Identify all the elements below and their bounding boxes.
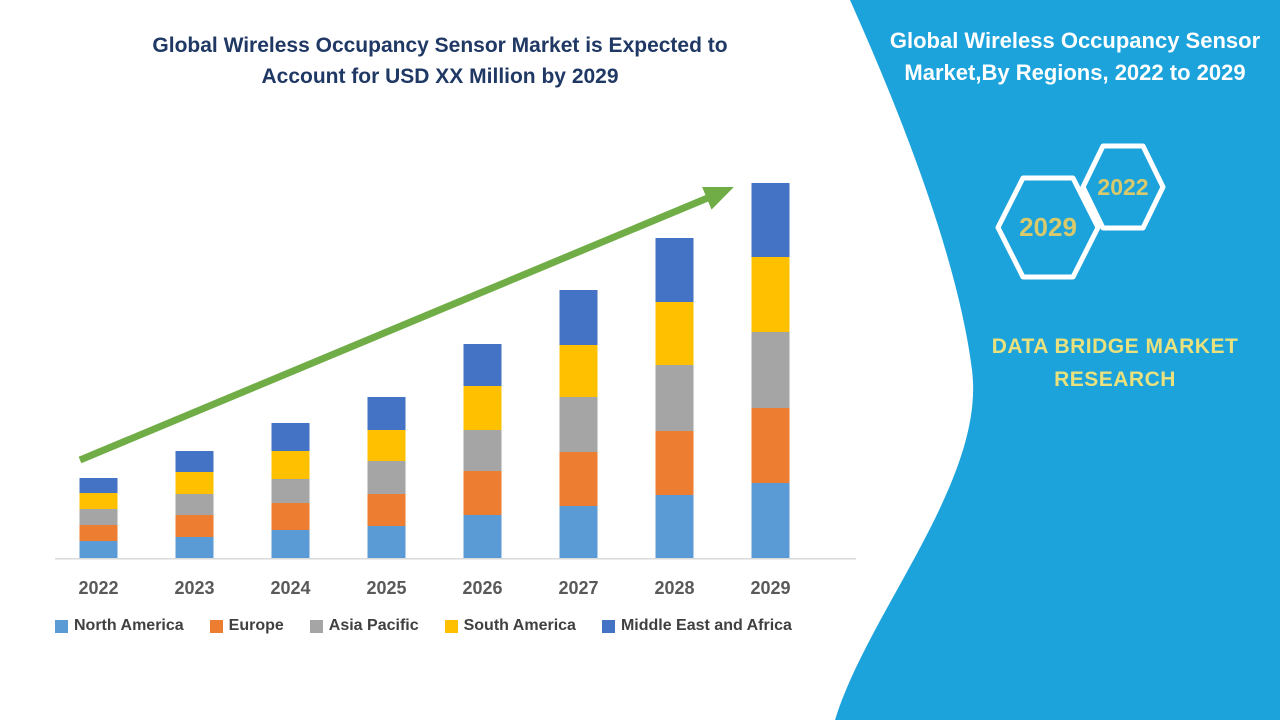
bar-segment-2027-europe — [559, 452, 598, 506]
bar-segment-2024-south-america — [271, 451, 310, 479]
bar-segment-2025-europe — [367, 494, 406, 526]
bar-segment-2027-north-america — [559, 506, 598, 558]
bar-segment-2023-south-america — [175, 472, 214, 494]
stacked-bar-chart: 2022 2023 2024 2025 2026 2027 2028 2029 — [55, 183, 856, 598]
bar-segment-2023-europe — [175, 515, 214, 537]
bar-segment-2028-north-america — [655, 495, 694, 558]
bar-segment-2022-north-america — [79, 541, 118, 558]
bar-segment-2028-europe — [655, 431, 694, 495]
hexagon-2029-outline — [995, 175, 1101, 280]
bar-segment-2026-middle-east-and-africa — [463, 344, 502, 386]
legend-item-middle-east-and-africa: Middle East and Africa — [601, 617, 792, 635]
legend-item-south-america: South America — [444, 617, 576, 635]
brand-text: DATA BRIDGE MARKET RESEARCH — [960, 330, 1270, 396]
x-axis-label-2029: 2029 — [750, 578, 790, 598]
bar-segment-2028-middle-east-and-africa — [655, 238, 694, 302]
bar-segment-2028-south-america — [655, 302, 694, 365]
bar-segment-2029-north-america — [751, 483, 790, 558]
hexagon-badge-2029: 2029 — [995, 175, 1101, 280]
hexagon-2022-outline — [1080, 143, 1166, 231]
brand-text-line2: RESEARCH — [1054, 368, 1176, 391]
bar-segment-2025-north-america — [367, 526, 406, 558]
legend-label: Middle East and Africa — [620, 617, 792, 634]
bar-segment-2027-south-america — [559, 345, 598, 397]
x-axis-label-2026: 2026 — [462, 578, 502, 598]
bar-segment-2022-south-america — [79, 493, 118, 509]
hexagon-badge-2022: 2022 — [1080, 143, 1166, 231]
bar-segment-2027-asia-pacific — [559, 397, 598, 452]
bar-segment-2025-asia-pacific — [367, 461, 406, 494]
chart-title-line1: Global Wireless Occupancy Sensor Market … — [152, 34, 728, 57]
bar-segment-2024-asia-pacific — [271, 479, 310, 503]
bar-segment-2026-asia-pacific — [463, 430, 502, 471]
bar-segment-2024-middle-east-and-africa — [271, 423, 310, 451]
bar-segment-2029-asia-pacific — [751, 332, 790, 408]
x-axis-label-2023: 2023 — [174, 578, 214, 598]
brand-text-line1: DATA BRIDGE MARKET — [991, 335, 1239, 358]
bar-segment-2029-south-america — [751, 257, 790, 332]
bar-segment-2025-middle-east-and-africa — [367, 397, 406, 430]
hexagon-2029-label: 2029 — [1019, 212, 1077, 242]
bar-segment-2029-middle-east-and-africa — [751, 183, 790, 257]
x-axis-label-2025: 2025 — [366, 578, 406, 598]
bar-segment-2023-middle-east-and-africa — [175, 451, 214, 472]
legend-item-asia-pacific: Asia Pacific — [309, 617, 419, 635]
x-axis-label-2027: 2027 — [558, 578, 598, 598]
bar-segment-2026-south-america — [463, 386, 502, 430]
legend-swatch-icon — [601, 619, 615, 633]
bar-segment-2026-europe — [463, 471, 502, 515]
bar-segment-2029-europe — [751, 408, 790, 483]
legend-swatch-icon — [209, 619, 223, 633]
bar-segment-2024-europe — [271, 503, 310, 530]
bar-segment-2022-asia-pacific — [79, 509, 118, 525]
legend-swatch-icon — [444, 619, 458, 633]
legend-item-north-america: North America — [55, 617, 184, 635]
chart-title: Global Wireless Occupancy Sensor Market … — [40, 30, 840, 92]
x-axis-label-2028: 2028 — [654, 578, 694, 598]
legend-swatch-icon — [309, 619, 323, 633]
x-axis-label-2024: 2024 — [270, 578, 310, 598]
chart-legend: North America Europe Asia Pacific South Ame… — [55, 617, 855, 635]
bar-segment-2022-europe — [79, 525, 118, 541]
bar-segment-2025-south-america — [367, 430, 406, 461]
chart-title-line2: Account for USD XX Million by 2029 — [261, 65, 619, 88]
trend-arrow — [78, 187, 734, 464]
sidebar-title-line2: Market,By Regions, 2022 to 2029 — [904, 60, 1246, 85]
bar-segment-2023-north-america — [175, 537, 214, 558]
bar-segment-2027-middle-east-and-africa — [559, 290, 598, 345]
legend-label: Europe — [228, 617, 284, 634]
legend-swatch-icon — [55, 619, 68, 633]
bar-segment-2028-asia-pacific — [655, 365, 694, 431]
bar-segment-2024-north-america — [271, 530, 310, 558]
sidebar-background-shape — [835, 0, 1280, 720]
legend-item-europe: Europe — [209, 617, 284, 635]
hexagon-2022-label: 2022 — [1097, 174, 1148, 200]
legend-label: North America — [74, 617, 184, 634]
legend-label: Asia Pacific — [328, 617, 419, 634]
bar-segment-2022-middle-east-and-africa — [79, 478, 118, 493]
bar-segment-2026-north-america — [463, 515, 502, 558]
legend-label: South America — [463, 617, 576, 634]
sidebar-title-line1: Global Wireless Occupancy Sensor — [889, 28, 1261, 53]
sidebar-title: Global Wireless Occupancy Sensor Market,… — [880, 25, 1270, 89]
bar-segment-2023-asia-pacific — [175, 494, 214, 515]
x-axis-label-2022: 2022 — [78, 578, 118, 598]
